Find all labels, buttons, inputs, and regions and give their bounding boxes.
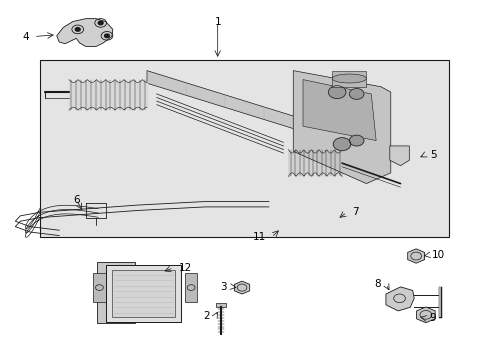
Ellipse shape	[331, 74, 366, 83]
Text: 11: 11	[253, 232, 266, 242]
Polygon shape	[303, 80, 375, 140]
Circle shape	[98, 21, 103, 25]
Bar	[215, 303, 226, 307]
Bar	[40, 60, 448, 237]
Circle shape	[75, 28, 80, 31]
Polygon shape	[105, 265, 181, 321]
Polygon shape	[331, 71, 366, 87]
Polygon shape	[385, 287, 413, 311]
Circle shape	[348, 89, 363, 99]
Bar	[93, 273, 105, 302]
Polygon shape	[57, 19, 113, 46]
Polygon shape	[112, 270, 174, 317]
Circle shape	[332, 138, 350, 150]
Text: 8: 8	[374, 279, 380, 289]
Circle shape	[104, 34, 109, 38]
Text: 10: 10	[431, 250, 445, 260]
Circle shape	[328, 86, 345, 99]
Circle shape	[348, 135, 363, 146]
Polygon shape	[389, 146, 408, 166]
Polygon shape	[416, 307, 434, 323]
Text: 7: 7	[351, 207, 358, 217]
Polygon shape	[147, 71, 303, 132]
Text: 2: 2	[203, 311, 210, 321]
Text: 6: 6	[73, 195, 80, 205]
Polygon shape	[97, 262, 135, 323]
Text: 1: 1	[214, 17, 221, 27]
Text: 9: 9	[429, 313, 435, 323]
Text: 5: 5	[429, 150, 435, 160]
Polygon shape	[234, 281, 249, 294]
Text: 4: 4	[22, 32, 29, 41]
Text: 3: 3	[220, 282, 226, 292]
Polygon shape	[407, 249, 424, 263]
Text: 12: 12	[178, 263, 191, 273]
Polygon shape	[293, 71, 390, 184]
Bar	[184, 273, 197, 302]
